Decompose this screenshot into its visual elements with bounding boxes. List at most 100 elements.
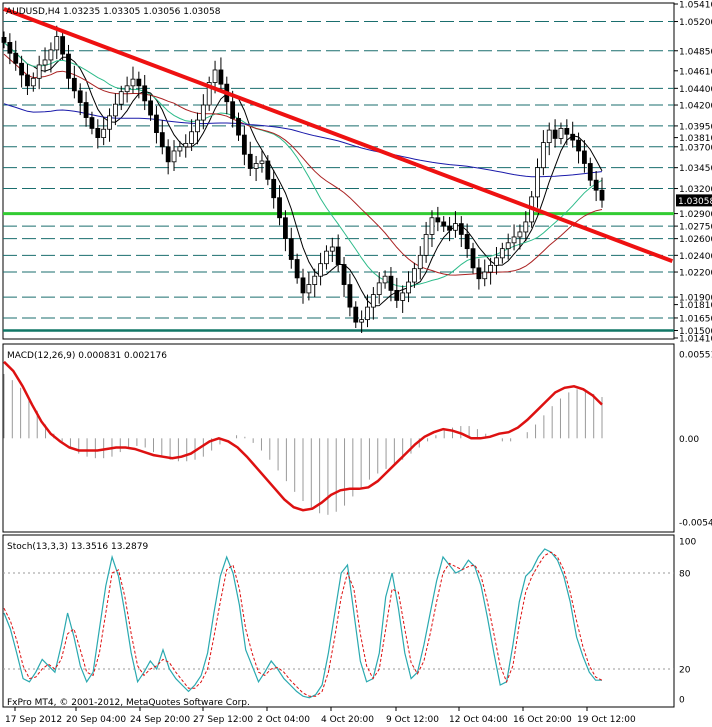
candle-body	[488, 264, 494, 273]
copyright-text: FxPro MT4, © 2001-2012, MetaQuotes Softw…	[7, 698, 250, 708]
candle-body	[112, 103, 118, 117]
price-tick-label: 1.04610	[679, 67, 712, 77]
candle-body	[130, 78, 136, 87]
x-tick-label: 4 Oct 20:00	[321, 715, 374, 725]
candle-body	[312, 275, 318, 285]
candle-body	[511, 236, 517, 244]
candle-body	[136, 78, 142, 87]
price-tick-label: 1.01900	[679, 294, 712, 304]
macd-tick-label: 0.00551	[679, 351, 712, 361]
candle-body	[236, 117, 241, 136]
candle-body	[7, 42, 13, 54]
candle-body	[25, 74, 30, 87]
stoch-tick-label: 80	[679, 570, 691, 580]
price-tick-label: 1.02600	[679, 235, 712, 245]
price-tick-label: 1.01650	[679, 314, 712, 324]
candle-body	[218, 69, 224, 85]
x-tick-label: 12 Oct 04:00	[449, 715, 508, 725]
candle-body	[552, 129, 558, 139]
candle-body	[294, 259, 300, 279]
macd-signal-line	[3, 360, 603, 512]
candle-body	[382, 275, 388, 284]
candle-body	[300, 277, 306, 294]
candle-body	[423, 234, 429, 256]
candle-body	[154, 114, 159, 133]
candle-body	[241, 134, 247, 155]
price-tick-label: 1.01810	[679, 301, 712, 311]
candle-body	[71, 77, 77, 92]
candle-body	[406, 281, 411, 294]
candle-body	[558, 128, 564, 139]
x-tick-label: 24 Sep 20:00	[130, 715, 190, 725]
price-tick-label: 1.02900	[679, 210, 712, 220]
candle-body	[564, 128, 570, 135]
candle-body	[394, 290, 400, 301]
candle-body	[470, 248, 476, 269]
price-tick-label: 1.04850	[679, 47, 712, 57]
candle-body	[523, 221, 529, 233]
candle-body	[505, 242, 511, 250]
candle-body	[271, 178, 277, 199]
candle-body	[582, 150, 587, 164]
candle-body	[376, 282, 382, 295]
candle-body	[118, 91, 124, 105]
candle-body	[66, 53, 71, 79]
x-tick-label: 9 Oct 12:00	[386, 715, 439, 725]
candle-body	[159, 132, 165, 148]
x-tick-label: 20 Sep 04:00	[66, 715, 126, 725]
x-tick-label: 27 Sep 12:00	[193, 715, 253, 725]
candle-body	[89, 117, 95, 129]
candle-body	[177, 146, 183, 152]
price-panel	[2, 2, 675, 340]
candle-body	[107, 115, 112, 130]
candle-body	[171, 150, 177, 163]
candle-body	[200, 104, 206, 121]
candle-body	[417, 254, 423, 270]
price-tick-label: 1.03700	[679, 143, 712, 153]
candle-body	[277, 197, 282, 219]
candle-body	[60, 36, 66, 55]
candle-body	[259, 160, 265, 164]
candle-body	[13, 52, 19, 64]
candle-body	[411, 268, 417, 283]
x-tick-label: 17 Sep 2012	[5, 715, 62, 725]
candle-body	[335, 246, 341, 265]
candle-body	[587, 163, 593, 181]
candle-body	[165, 146, 171, 163]
price-title: AUDUSD,H4	[6, 7, 61, 17]
candle-body	[494, 257, 499, 266]
candle-body	[453, 223, 458, 231]
trendline	[3, 7, 674, 264]
candle-body	[48, 49, 54, 61]
candle-body	[19, 62, 24, 76]
price-layer	[1, 7, 674, 333]
candle-body	[77, 90, 83, 103]
candle-body	[482, 271, 488, 280]
candle-body	[148, 100, 153, 116]
candle-body	[370, 294, 376, 308]
stoch-signal-line	[3, 551, 603, 697]
price-ohlc: 1.03235 1.03305 1.03056 1.03058	[63, 7, 221, 17]
candle-body	[30, 77, 36, 87]
price-tick-label: 1.05200	[679, 18, 712, 28]
candle-body	[388, 275, 394, 291]
candle-body	[429, 217, 435, 235]
stoch-title: Stoch(13,3,3) 13.3516 13.2879	[7, 542, 148, 552]
macd-layer	[3, 360, 603, 515]
x-tick-label: 2 Oct 04:00	[257, 715, 310, 725]
price-tick-label: 1.04400	[679, 85, 712, 95]
current-price-box	[676, 194, 712, 207]
candle-body	[329, 246, 335, 252]
stoch-main-line	[3, 548, 602, 699]
candle-body	[36, 64, 42, 79]
price-tick-label: 1.03810	[679, 134, 712, 144]
moving-average-line	[3, 53, 603, 276]
macd-panel	[2, 343, 675, 533]
candle-body	[253, 163, 259, 169]
candle-body	[447, 225, 452, 231]
candle-body	[189, 131, 195, 144]
price-tick-label: 1.01500	[679, 327, 712, 337]
candle-body	[306, 284, 312, 294]
price-tick-label: 1.02750	[679, 223, 712, 233]
